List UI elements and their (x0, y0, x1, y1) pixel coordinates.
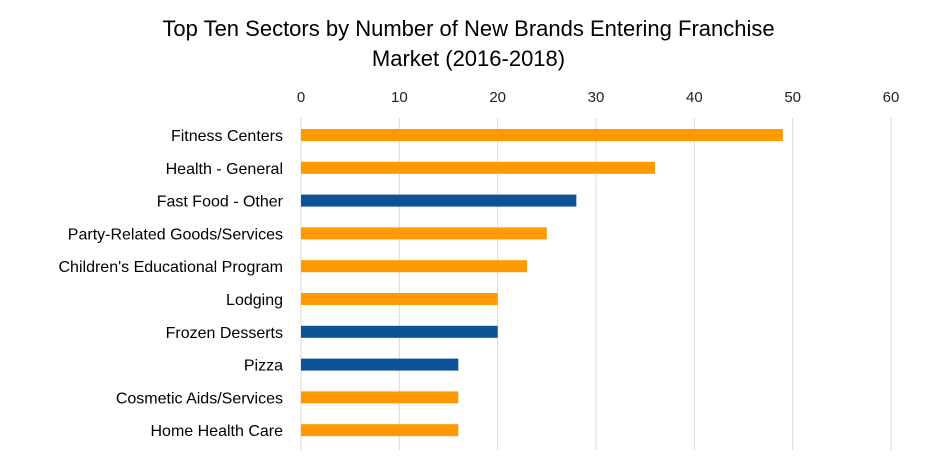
category-label: Cosmetic Aids/Services (116, 390, 283, 407)
x-tick-label: 40 (686, 89, 703, 106)
chart-title-line-2: Market (2016-2018) (371, 46, 566, 71)
category-label: Party-Related Goods/Services (68, 226, 283, 243)
x-tick-label: 20 (489, 89, 506, 106)
category-label: Lodging (226, 292, 283, 309)
bar (301, 391, 459, 404)
bar (301, 424, 459, 437)
bar (301, 293, 498, 305)
x-tick-label: 60 (883, 89, 900, 106)
x-tick-label: 10 (391, 89, 408, 106)
bar (301, 260, 528, 273)
category-label: Fast Food - Other (157, 194, 284, 211)
bar (301, 227, 547, 240)
bar (301, 161, 655, 174)
bar (301, 358, 459, 371)
category-label: Fitness Centers (171, 128, 283, 145)
category-label: Health - General (166, 161, 283, 178)
category-label: Children's Educational Program (59, 259, 284, 276)
chart-title-line-1: Top Ten Sectors by Number of New Brands … (162, 16, 775, 41)
x-tick-label: 50 (784, 89, 801, 106)
x-tick-label: 0 (297, 89, 305, 106)
bar (301, 325, 498, 338)
category-label: Frozen Desserts (166, 325, 283, 342)
category-label: Home Health Care (151, 423, 284, 440)
bar (301, 194, 577, 207)
category-label: Pizza (244, 358, 283, 375)
chart-title: Top Ten Sectors by Number of New Brands … (0, 14, 937, 74)
bar (301, 129, 783, 141)
x-tick-label: 30 (588, 89, 605, 106)
